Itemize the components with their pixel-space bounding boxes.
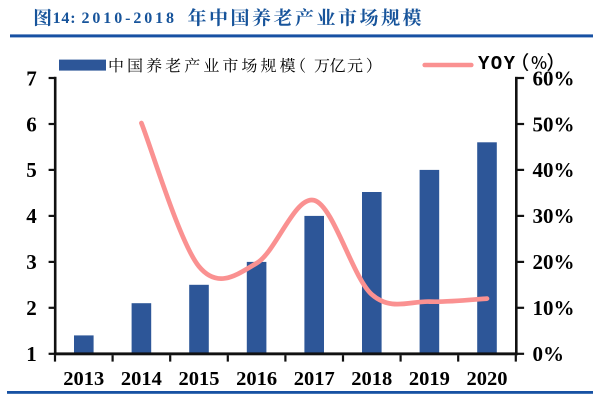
svg-text:2017: 2017 — [294, 368, 335, 390]
svg-text:2015: 2015 — [179, 368, 220, 390]
svg-text:40%: 40% — [533, 158, 575, 182]
svg-text:1: 1 — [26, 342, 37, 366]
svg-text:20%: 20% — [533, 250, 575, 274]
svg-text:2014: 2014 — [121, 368, 162, 390]
svg-text:5: 5 — [26, 158, 37, 182]
svg-text:30%: 30% — [533, 204, 575, 228]
svg-text:2013: 2013 — [63, 368, 104, 390]
svg-text:2019: 2019 — [409, 368, 450, 390]
svg-text:50%: 50% — [533, 112, 575, 136]
svg-text:3: 3 — [26, 250, 37, 274]
svg-text:10%: 10% — [533, 296, 575, 320]
svg-text:6: 6 — [26, 112, 37, 136]
svg-text:0%: 0% — [533, 342, 565, 366]
svg-text:7: 7 — [26, 66, 37, 90]
svg-text:4: 4 — [26, 204, 37, 228]
svg-text:60%: 60% — [533, 66, 575, 90]
svg-text:2016: 2016 — [236, 368, 277, 390]
svg-text:2010-2018: 2010-2018 — [82, 10, 177, 27]
svg-text:14:: 14: — [53, 10, 77, 27]
svg-text:2: 2 — [26, 296, 37, 320]
svg-text:2020: 2020 — [467, 368, 508, 390]
svg-text:YOY: YOY — [478, 53, 516, 75]
svg-text:2018: 2018 — [351, 368, 392, 390]
